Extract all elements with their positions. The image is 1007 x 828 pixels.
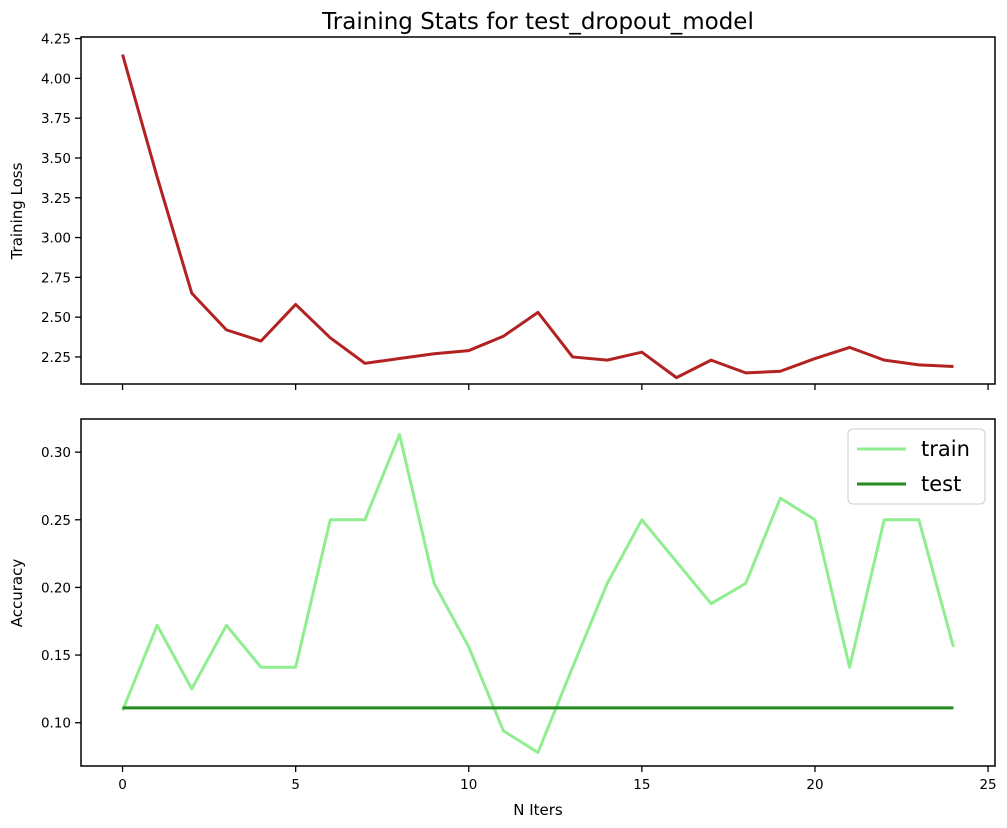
accuracy-xtick-label: 15 [633, 777, 650, 793]
accuracy-xtick-label: 25 [979, 777, 996, 793]
training-loss-y-ticks: 2.25 2.50 2.75 3.00 3.25 3.50 3.75 4.00 4.25 [41, 32, 81, 366]
training-loss-ytick-label: 3.25 [41, 191, 71, 207]
accuracy-ytick-label: 0.25 [41, 513, 71, 529]
training-loss-series-0-line [121, 54, 954, 380]
accuracy-plot-frame [80, 418, 996, 767]
accuracy-x-ticks: 0 5 10 15 20 25 [118, 766, 997, 793]
accuracy-xtick-label: 0 [118, 777, 127, 793]
training-loss-ytick-label: 4.00 [41, 71, 71, 87]
accuracy-ytick-label: 0.20 [41, 580, 71, 596]
training-loss-ytick-label: 3.75 [41, 111, 71, 127]
accuracy-lines [121, 433, 955, 754]
chart-title: Training Stats for test_dropout_model [321, 9, 754, 35]
training-loss-ylabel: Training Loss [8, 162, 26, 260]
accuracy-xtick-label: 20 [806, 777, 823, 793]
accuracy-ylabel: Accuracy [8, 559, 26, 628]
accuracy-legend: train test [847, 428, 986, 505]
legend-test-label: test [921, 472, 961, 496]
training-loss-ytick-label: 3.00 [41, 231, 71, 247]
accuracy-ytick-label: 0.30 [41, 445, 71, 461]
legend-train-label: train [921, 437, 970, 461]
training-loss-ytick-label: 3.50 [41, 151, 71, 167]
accuracy-panel: 0.10 0.15 0.20 0.25 0.30 0 5 10 15 20 25 Accuracy… [8, 418, 997, 819]
accuracy-y-ticks: 0.10 0.15 0.20 0.25 0.30 [41, 445, 81, 732]
accuracy-ytick-label: 0.10 [41, 716, 71, 732]
training-loss-ytick-label: 2.75 [41, 270, 71, 286]
accuracy-xlabel: N Iters [513, 801, 563, 819]
accuracy-train-line [121, 433, 955, 754]
training-loss-panel: 2.25 2.50 2.75 3.00 3.25 3.50 3.75 4.00 4.25 Tra… [8, 32, 996, 390]
accuracy-xtick-label: 5 [291, 777, 300, 793]
training-loss-plot-frame [80, 36, 996, 385]
training-loss-ytick-label: 4.25 [41, 32, 71, 48]
training-loss-ytick-label: 2.25 [41, 350, 71, 366]
accuracy-xtick-label: 10 [460, 777, 477, 793]
training-loss-ytick-label: 2.50 [41, 310, 71, 326]
accuracy-ytick-label: 0.15 [41, 648, 71, 664]
training-loss-x-ticks [121, 384, 989, 390]
training-loss-lines [121, 54, 954, 380]
